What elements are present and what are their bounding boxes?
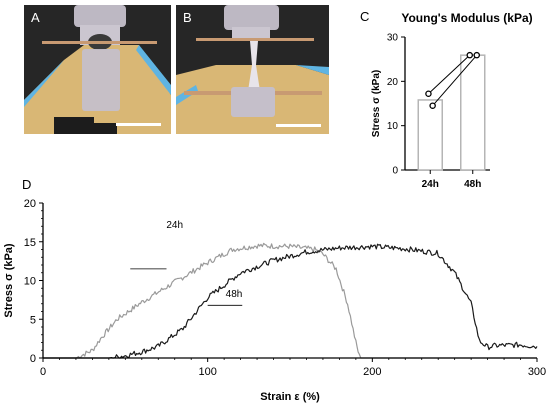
chart-d-ytick-label: 15 [24, 237, 36, 249]
series-label-24h: 24h [166, 220, 183, 231]
panel-label-a: A [31, 10, 40, 25]
chart-c-xtick-label: 48h [464, 179, 481, 190]
chart-c-point [429, 102, 436, 109]
chart-c-ylabel: Stress σ (kPa) [371, 70, 382, 137]
photo-a: A [24, 5, 171, 134]
chart-c-pair-line [432, 54, 478, 107]
chart-d-xtick-label: 300 [528, 366, 546, 378]
panel-label-c: C [360, 9, 370, 24]
chart-d-xlabel: Strain ε (%) [260, 391, 320, 403]
chart-c-title: Young's Modulus (kPa) [401, 11, 532, 25]
series-label-48h: 48h [226, 289, 243, 300]
photo-b: B [176, 5, 329, 134]
chart-c-point [473, 51, 481, 59]
chart-c-point [425, 90, 432, 97]
upper-grip-a [74, 5, 126, 27]
pin-a [42, 41, 157, 44]
stress-strain-chart: Stress σ (kPa) Strain ε (%) 24h 48h 0 5 10 15 20… [3, 198, 546, 403]
chart-d-ytick-label: 5 [30, 314, 36, 326]
chart-d-ytick-label: 0 [30, 353, 36, 365]
chart-d-ytick-label: 10 [24, 276, 36, 288]
chart-d-xtick-label: 200 [363, 366, 381, 378]
chart-d-xtick-label: 100 [198, 366, 216, 378]
dark-block-a2 [92, 123, 117, 134]
youngs-modulus-chart: Young's Modulus (kPa) Stress σ (kPa) 0 10 20… [371, 11, 533, 190]
chart-c-bar [417, 99, 443, 171]
panel-label-d: D [22, 177, 32, 192]
series-line-48h [43, 243, 538, 359]
chart-c-bar [460, 54, 486, 171]
scale-bar-b [276, 124, 321, 127]
chart-d-xtick-label: 0 [40, 366, 46, 378]
photo-a-drawing [24, 5, 171, 134]
photo-b-drawing [176, 5, 329, 134]
upper-gel-b [232, 27, 270, 41]
chart-c-ytick-label: 0 [392, 166, 398, 177]
chart-c-xtick-label: 24h [422, 179, 439, 190]
lower-gel-b [231, 87, 275, 117]
upper-grip-b [224, 5, 279, 30]
upper-pin-b [196, 38, 314, 41]
panel-label-b: B [183, 10, 192, 25]
chart-c-ytick-label: 10 [387, 121, 399, 132]
chart-d-ytick-label: 20 [24, 198, 36, 210]
stretched-fiber-b [248, 41, 260, 91]
chart-c-ytick-label: 20 [387, 77, 399, 88]
gel-sample-a [82, 49, 120, 111]
dark-block-a [54, 117, 94, 134]
blue-plate-edge-a-left [24, 60, 64, 107]
chart-d-ylabel: Stress σ (kPa) [3, 243, 15, 318]
scale-bar-a [116, 123, 161, 126]
blue-plate-edge-a [136, 45, 171, 95]
series-line-24h [43, 242, 537, 359]
blue-plate-edge-b-right [296, 65, 329, 75]
chart-c-ytick-label: 30 [387, 33, 399, 44]
chart-c-pair-line [428, 54, 471, 95]
chart-c-point [466, 51, 474, 59]
